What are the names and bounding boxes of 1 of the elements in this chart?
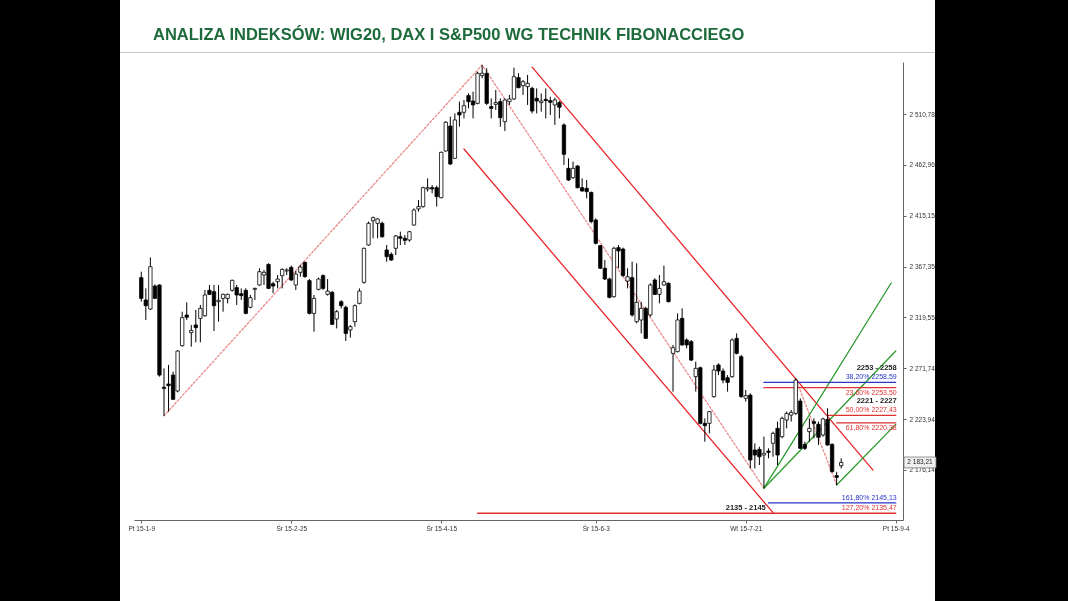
chart-title: ANALIZA INDEKSÓW: WIG20, DAX I S&P500 WG TECHNIK FIBONACCIEGO	[153, 25, 745, 44]
